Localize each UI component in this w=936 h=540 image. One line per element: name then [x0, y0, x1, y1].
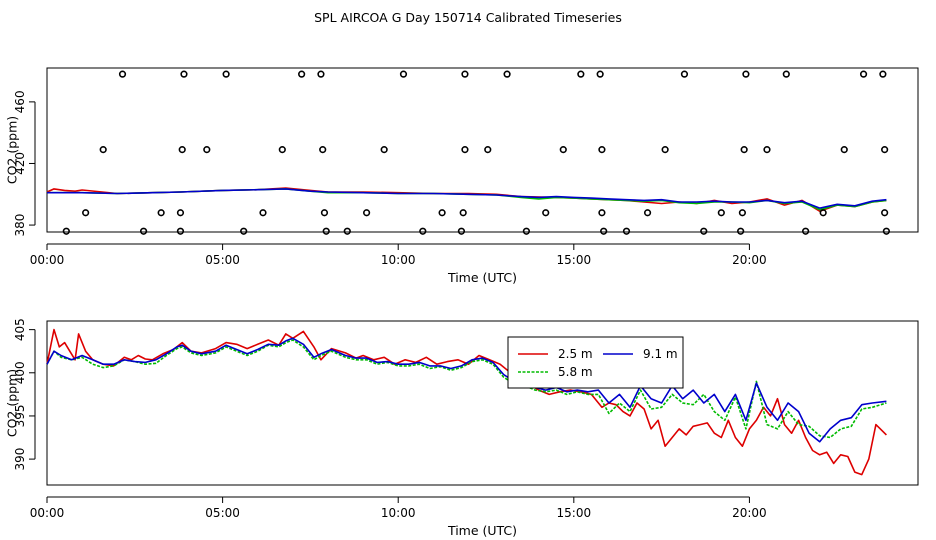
calibration-point: [859, 70, 868, 78]
x-tick-label: 10:00: [381, 253, 416, 267]
calibration-point: [461, 70, 469, 78]
calibration-point: [503, 70, 511, 78]
calibration-point: [380, 146, 388, 154]
x-tick-label: 15:00: [557, 506, 592, 520]
calibration-point: [600, 227, 608, 235]
series-line-9-1-m: [47, 188, 887, 209]
calibration-point: [484, 146, 492, 154]
y-axis-label: CO2 (ppm): [5, 369, 20, 437]
y-tick-label: 405: [13, 318, 27, 341]
calibration-point: [737, 227, 745, 235]
calibration-point: [363, 209, 371, 217]
series-line-2-5-m: [46, 328, 887, 476]
calibration-point: [700, 227, 708, 235]
calibration-point: [881, 146, 889, 154]
calibration-point: [459, 209, 467, 217]
calibration-point: [717, 209, 725, 217]
y-tick-label: 420: [13, 152, 27, 175]
calibration-point: [457, 227, 466, 235]
calibration-point: [542, 209, 550, 217]
calibration-point: [62, 227, 70, 235]
x-tick-label: 00:00: [30, 253, 65, 267]
legend-label: 5.8 m: [558, 365, 593, 379]
calibration-point: [522, 227, 531, 235]
series-line-5-8-m: [46, 339, 887, 439]
calibration-point: [180, 70, 188, 78]
series-line-9-1-m: [46, 337, 887, 443]
calibration-point: [840, 146, 848, 154]
plot-frame: [46, 67, 919, 233]
legend-box: [507, 336, 684, 389]
calibration-point: [461, 146, 469, 154]
calibration-point: [643, 209, 652, 217]
calibration-point: [596, 70, 604, 78]
calibration-point: [763, 146, 771, 154]
calibration-point: [322, 227, 330, 235]
x-tick-label: 05:00: [205, 506, 240, 520]
calibration-point: [819, 209, 827, 217]
calibration-point: [661, 146, 669, 154]
y-tick-label: 390: [13, 448, 27, 471]
calibration-point: [879, 70, 887, 78]
x-axis-label: Time (UTC): [447, 523, 517, 538]
calibration-point: [419, 227, 427, 235]
calibration-point: [319, 146, 327, 154]
calibration-point: [782, 70, 790, 78]
calibration-point: [139, 227, 148, 235]
calibration-point: [742, 70, 750, 78]
calibration-point: [203, 146, 211, 154]
calibration-point: [577, 70, 585, 78]
calibration-point: [802, 227, 810, 235]
y-tick-label: 400: [13, 361, 27, 384]
x-axis-label: Time (UTC): [447, 270, 517, 285]
calibration-point: [176, 209, 185, 217]
calibration-point: [240, 227, 248, 235]
x-tick-label: 20:00: [732, 253, 767, 267]
y-tick-label: 460: [13, 90, 27, 113]
y-tick-label: 395: [13, 404, 27, 427]
calibration-point: [320, 209, 329, 217]
lower-panel: 00:00 05:00 10:00 15:00 20:00 Time (UTC) 390 39…: [5, 318, 919, 538]
calibration-point: [99, 146, 107, 154]
calibration-point: [259, 209, 267, 217]
calibration-point: [399, 70, 408, 78]
x-tick-label: 05:00: [205, 253, 240, 267]
calibration-point: [882, 227, 890, 235]
calibration-point: [738, 209, 746, 217]
calibration-point: [881, 209, 889, 217]
calibration-point: [278, 146, 286, 154]
calibration-point: [176, 227, 185, 235]
calibration-point: [118, 70, 127, 78]
x-tick-label: 00:00: [30, 506, 65, 520]
calibration-point: [438, 209, 446, 217]
upper-panel: 00:00 05:00 10:00 15:00 20:00 Time (UTC) 380 42…: [5, 67, 919, 285]
y-axis-label: CO2 (ppm): [5, 116, 20, 184]
calibration-point: [622, 227, 631, 235]
calibration-point: [680, 70, 689, 78]
calibration-point: [740, 146, 748, 154]
calibration-point: [222, 70, 230, 78]
calibration-point: [82, 209, 90, 217]
calibration-point: [559, 146, 567, 154]
calibration-point: [317, 70, 325, 78]
calibration-point: [598, 146, 606, 154]
calibration-point: [598, 209, 606, 217]
x-tick-label: 15:00: [557, 253, 592, 267]
x-tick-label: 10:00: [381, 506, 416, 520]
calibration-point: [178, 146, 186, 154]
calibration-point: [157, 209, 165, 217]
legend-label: 2.5 m: [558, 347, 593, 361]
x-tick-label: 20:00: [732, 506, 767, 520]
calibration-point: [343, 227, 351, 235]
calibration-point: [298, 70, 306, 78]
legend-label: 9.1 m: [643, 347, 678, 361]
chart-title: SPL AIRCOA G Day 150714 Calibrated Times…: [314, 10, 622, 25]
plot-frame: [46, 320, 919, 486]
y-tick-label: 380: [13, 214, 27, 237]
